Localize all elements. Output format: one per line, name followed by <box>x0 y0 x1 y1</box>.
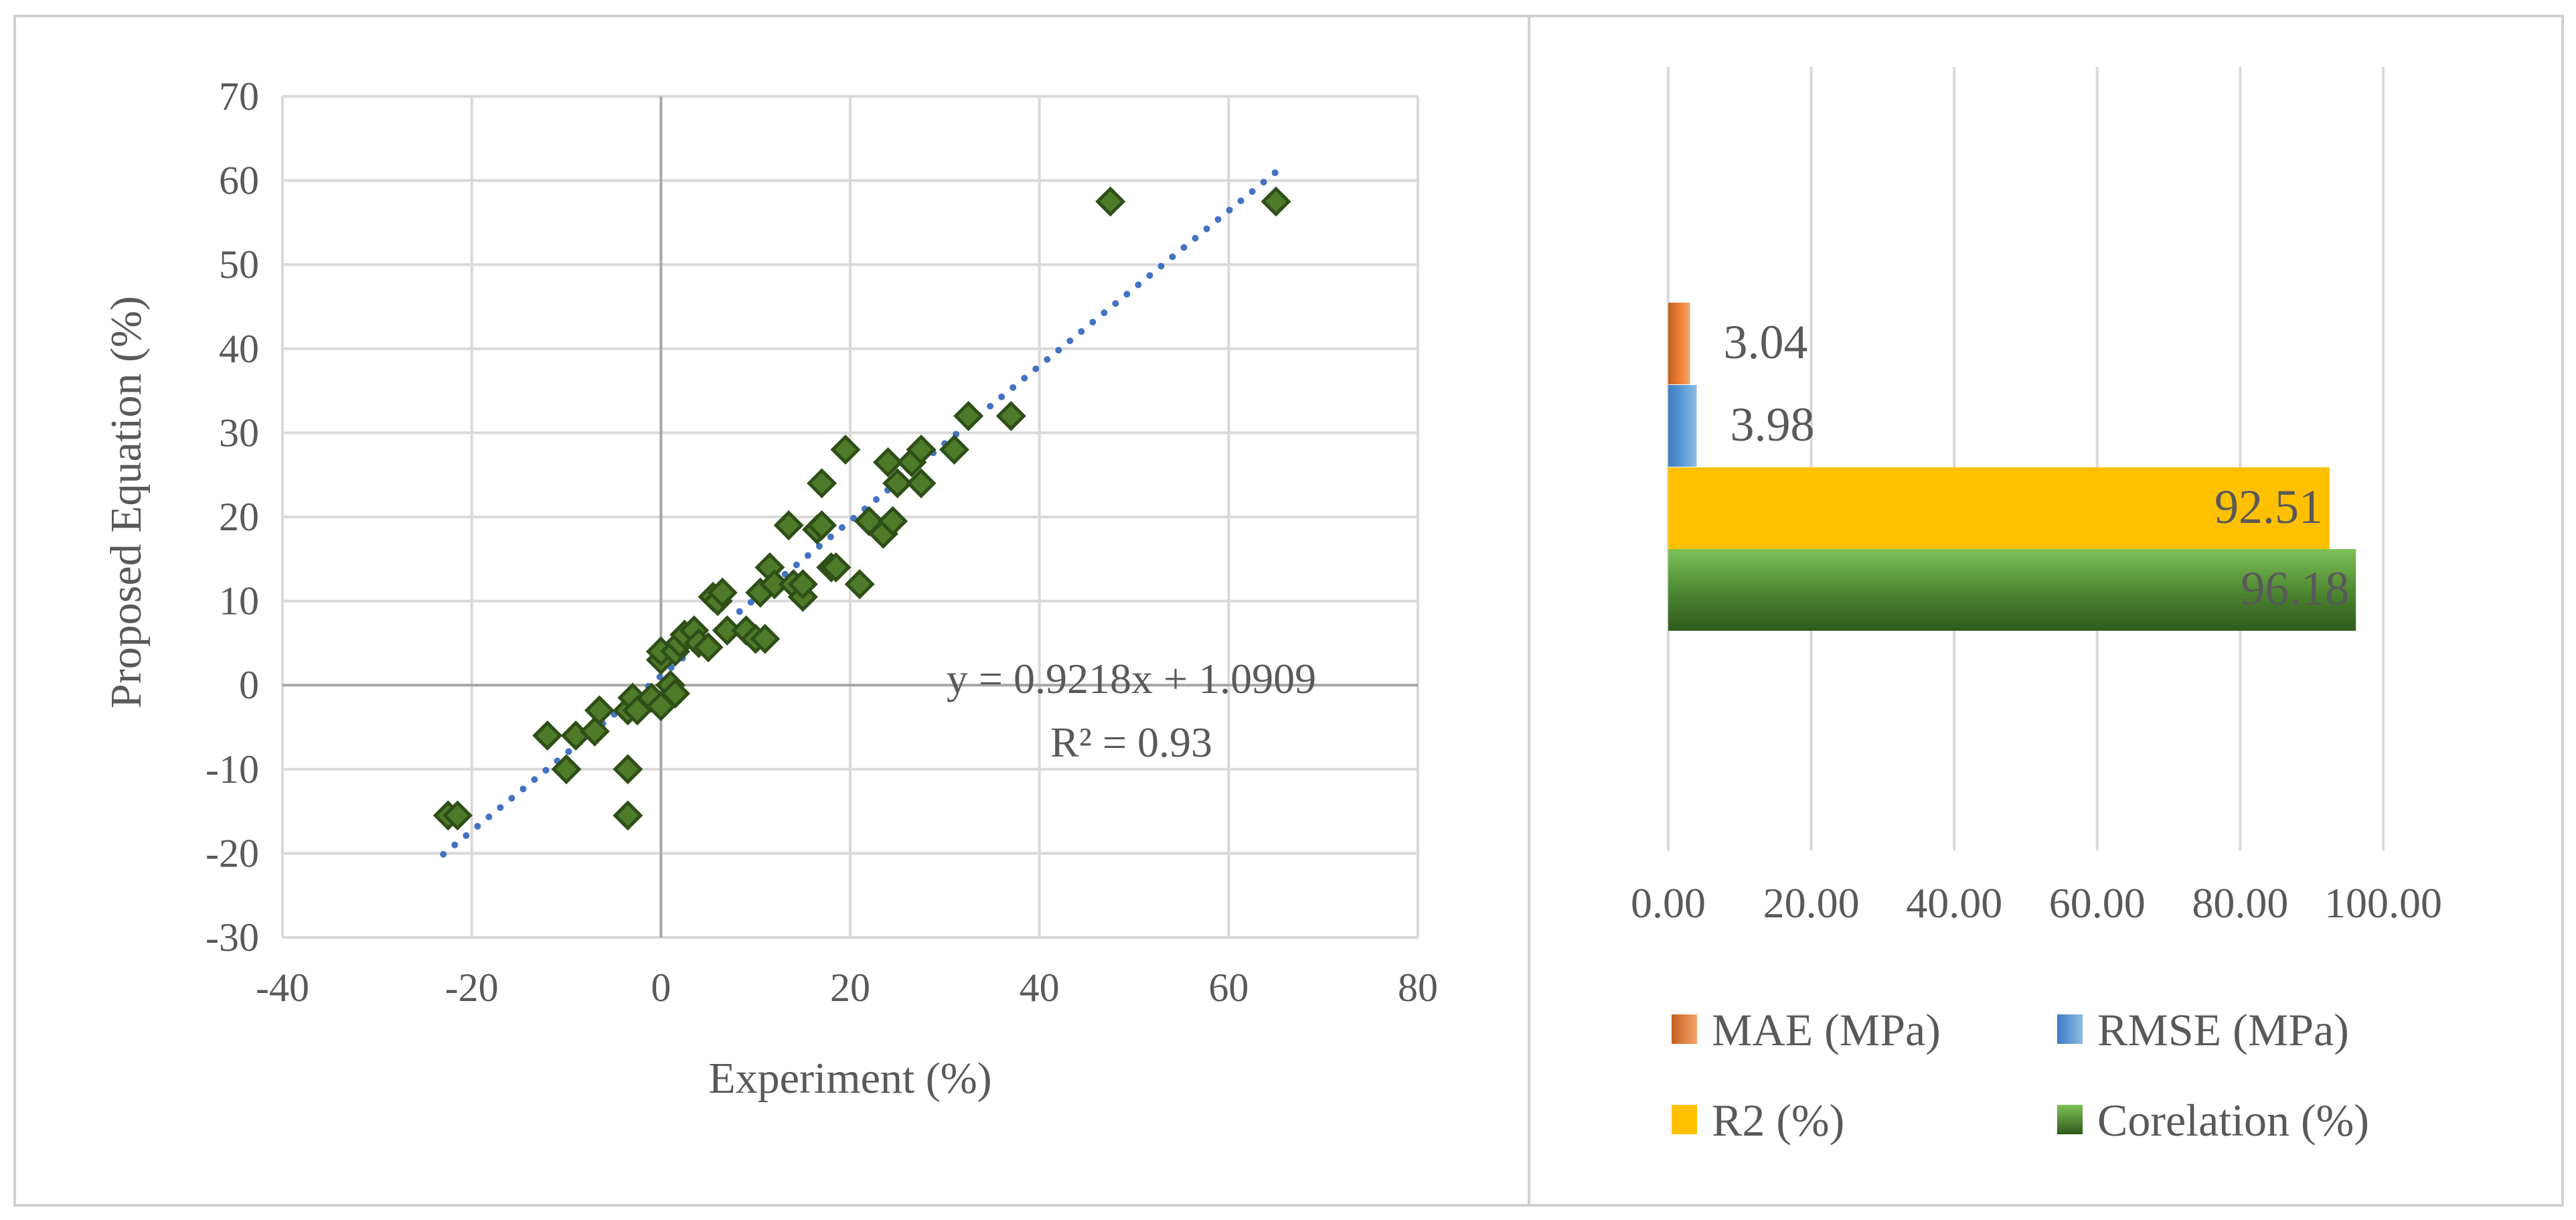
trendline-equation: y = 0.9218x + 1.0909 <box>947 655 1316 702</box>
scatter-chart: -30 -20 -10 0 10 20 30 40 50 60 70 -40 -20 0 20 40 60 80… <box>102 74 1438 1103</box>
scatter-point <box>939 434 970 465</box>
bar-x-tick-label: 80.00 <box>2192 879 2288 927</box>
scatter-axes <box>283 96 1418 937</box>
legend-label: Corelation (%) <box>2097 1095 2369 1146</box>
legend-swatch <box>1672 1014 1697 1044</box>
x-axis-title: Experiment (%) <box>708 1054 991 1103</box>
y-tick-label: 0 <box>239 663 259 707</box>
scatter-point <box>707 577 738 608</box>
scatter-point <box>787 568 818 600</box>
bar-x-tick-label: 0.00 <box>1631 879 1706 927</box>
scatter-point <box>750 623 781 654</box>
scatter-point <box>659 678 691 709</box>
bar-x-tick-label: 20.00 <box>1763 879 1860 927</box>
legend-label: R2 (%) <box>1712 1095 1844 1146</box>
y-tick-label: -20 <box>206 831 259 875</box>
y-tick-label: 60 <box>219 159 259 203</box>
bar-value-label: 92.51 <box>2215 480 2323 534</box>
scatter-gridlines <box>281 95 1419 939</box>
legend-swatch <box>2057 1105 2083 1134</box>
scatter-point <box>807 510 837 541</box>
y-tick-label: -30 <box>206 915 259 960</box>
x-tick-label: 60 <box>1208 966 1249 1010</box>
bar-value-label: 3.04 <box>1723 315 1807 369</box>
legend-label: RMSE (MPa) <box>2097 1004 2349 1055</box>
legend-swatch <box>1672 1105 1697 1134</box>
bar-gridlines <box>1667 67 2385 850</box>
x-tick-label: 20 <box>830 966 870 1010</box>
scatter-point <box>995 400 1026 431</box>
y-tick-label: 10 <box>219 579 259 623</box>
bar-3 <box>1668 549 2356 631</box>
scatter-points <box>432 186 1291 831</box>
bar-legend: MAE (MPa) RMSE (MPa) R2 (%) Corelation (%) <box>1672 1004 2369 1146</box>
bar-value-labels: 3.04 3.98 92.51 96.18 <box>1723 315 2349 615</box>
x-tick-label: -20 <box>445 966 499 1010</box>
y-tick-label: 20 <box>219 495 259 539</box>
scatter-point <box>872 447 904 477</box>
scatter-point <box>807 468 837 499</box>
scatter-point <box>830 434 861 465</box>
bar-value-label: 96.18 <box>2241 562 2349 615</box>
scatter-point <box>906 434 937 465</box>
scatter-point <box>821 552 852 583</box>
y-tick-label: 50 <box>219 242 259 287</box>
scatter-point <box>1095 186 1126 217</box>
bar-0 <box>1668 303 1690 384</box>
bar-x-tick-labels: 0.00 20.00 40.00 60.00 80.00 100.00 <box>1631 879 2442 927</box>
scatter-x-tick-labels: -40 -20 0 20 40 60 80 <box>256 966 1438 1010</box>
scatter-y-tick-labels: -30 -20 -10 0 10 20 30 40 50 60 70 <box>206 74 259 960</box>
scatter-point <box>953 400 984 431</box>
trendline-r2: R² = 0.93 <box>1050 718 1212 766</box>
bar-2 <box>1668 467 2330 549</box>
y-axis-title: Proposed Equation (%) <box>102 296 151 708</box>
scatter-point <box>613 754 643 785</box>
scatter-point <box>773 510 804 541</box>
x-tick-label: 0 <box>651 966 671 1010</box>
scatter-point <box>1261 186 1291 217</box>
bar-chart: 3.04 3.98 92.51 96.18 0.00 20.00 40.00 60.00 80… <box>1631 67 2442 1146</box>
scatter-point <box>693 632 724 663</box>
y-tick-label: 70 <box>219 74 259 119</box>
x-tick-label: 40 <box>1020 966 1060 1010</box>
scatter-point <box>844 568 875 600</box>
x-tick-label: -40 <box>256 966 309 1010</box>
bar-x-tick-label: 40.00 <box>1906 879 2002 927</box>
y-tick-label: 30 <box>219 410 259 455</box>
scatter-point <box>613 800 643 831</box>
scatter-point <box>532 720 563 751</box>
bar-1 <box>1668 385 1697 467</box>
scatter-point <box>878 506 908 536</box>
scatter-point <box>584 695 615 726</box>
bar-bars <box>1668 303 2356 631</box>
x-tick-label: 80 <box>1398 966 1438 1010</box>
legend-label: MAE (MPa) <box>1712 1004 1941 1055</box>
bar-x-tick-label: 100.00 <box>2324 879 2442 927</box>
scatter-point <box>442 800 473 831</box>
y-tick-label: -10 <box>206 747 259 791</box>
scatter-point <box>579 716 610 747</box>
scatter-point <box>882 468 913 499</box>
bar-value-label: 3.98 <box>1730 398 1815 451</box>
scatter-point <box>551 754 582 785</box>
bar-x-tick-label: 60.00 <box>2049 879 2146 927</box>
scatter-point <box>906 468 937 499</box>
legend-swatch <box>2057 1014 2083 1044</box>
y-tick-label: 40 <box>219 327 259 371</box>
